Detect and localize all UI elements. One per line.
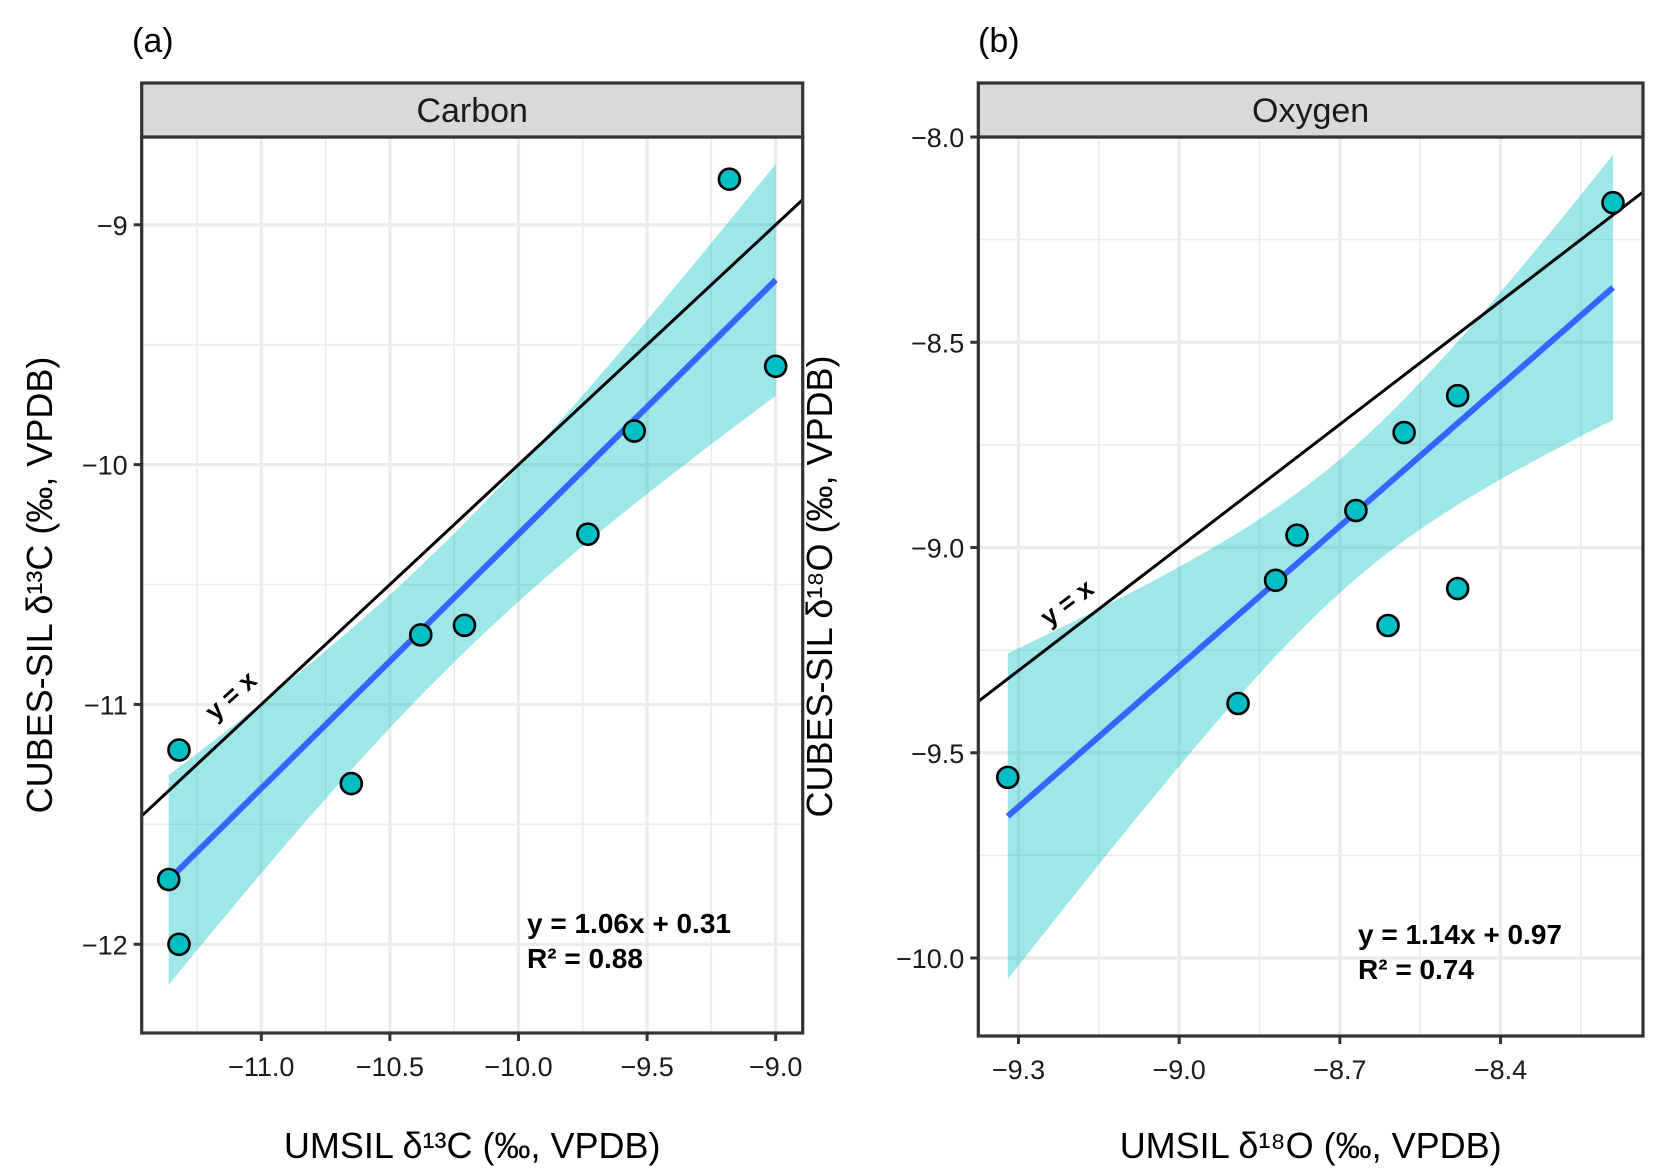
y-tick-label: −8.5: [911, 328, 964, 358]
confidence-band: [168, 164, 776, 985]
regression-line: [166, 277, 778, 883]
data-point: [1285, 523, 1309, 547]
data-point: [717, 167, 742, 192]
data-point: [1392, 420, 1416, 445]
data-point: [1263, 568, 1288, 593]
data-point: [408, 623, 433, 647]
x-tick-label: −9.0: [749, 1052, 802, 1082]
data-point: [1226, 691, 1250, 716]
data-point: [995, 765, 1020, 790]
data-point: [167, 738, 191, 762]
gridlines: [978, 137, 1643, 1036]
data-point: [576, 522, 600, 546]
facet-strip-label: Carbon: [416, 92, 528, 130]
data-point: [452, 613, 477, 638]
r-squared: R² = 0.88: [527, 943, 643, 974]
plot-background: [978, 137, 1643, 1036]
data-point: [622, 419, 647, 443]
reference-line-y-equals-x: [978, 190, 1643, 703]
y-tick-label: −10: [82, 451, 128, 481]
x-axis-title: UMSIL δ¹⁸O (‰, VPDB): [1120, 1125, 1502, 1166]
y-tick-label: −9.5: [911, 739, 964, 769]
y-tick-label: −9: [97, 211, 128, 241]
x-axis-title: UMSIL δ¹³C (‰, VPDB): [284, 1125, 661, 1166]
data-point: [1376, 613, 1400, 638]
y-tick-label: −9.0: [911, 534, 964, 564]
x-tick-label: −8.7: [1313, 1055, 1366, 1085]
data-point: [1344, 498, 1368, 523]
x-tick-label: −11.0: [228, 1052, 294, 1082]
x-tick-label: −10.0: [484, 1052, 552, 1082]
fit-equation: y = 1.06x + 0.31: [527, 908, 731, 939]
data-point: [763, 354, 788, 379]
data-point: [339, 771, 364, 796]
x-tick-label: −9.0: [1152, 1055, 1205, 1085]
r-squared: R² = 0.74: [1358, 954, 1474, 985]
y-tick-label: −12: [82, 930, 128, 960]
data-point: [1445, 576, 1470, 601]
fit-equation: y = 1.14x + 0.97: [1358, 919, 1562, 950]
facet-strip-label: Oxygen: [1252, 92, 1369, 130]
data-point: [167, 932, 191, 957]
plot-layer: [978, 154, 1643, 980]
facet-strip: [140, 81, 805, 139]
regression-line: [1005, 285, 1615, 819]
y-tick-label: −10.0: [896, 944, 964, 974]
panel-tag: (b): [978, 22, 1020, 60]
y-tick-label: −8.0: [911, 123, 964, 153]
confidence-band: [1007, 154, 1613, 980]
plot-layer: [141, 164, 803, 985]
panel-tag: (a): [132, 22, 174, 60]
y-tick-label: −11: [84, 690, 128, 720]
x-tick-label: −9.5: [620, 1052, 673, 1082]
data-point: [156, 867, 181, 892]
y-axis-title: CUBES-SIL δ¹⁸O (‰, VPDB): [799, 356, 840, 818]
x-tick-label: −10.5: [356, 1052, 424, 1082]
facet-strip: [976, 81, 1645, 139]
data-point: [1445, 383, 1470, 408]
data-point: [1601, 190, 1625, 215]
y-axis-title: CUBES-SIL δ¹³C (‰, VPDB): [19, 357, 60, 814]
x-tick-label: −9.3: [992, 1055, 1045, 1085]
x-tick-label: −8.4: [1474, 1055, 1527, 1085]
reference-line-y-equals-x: [141, 198, 803, 818]
